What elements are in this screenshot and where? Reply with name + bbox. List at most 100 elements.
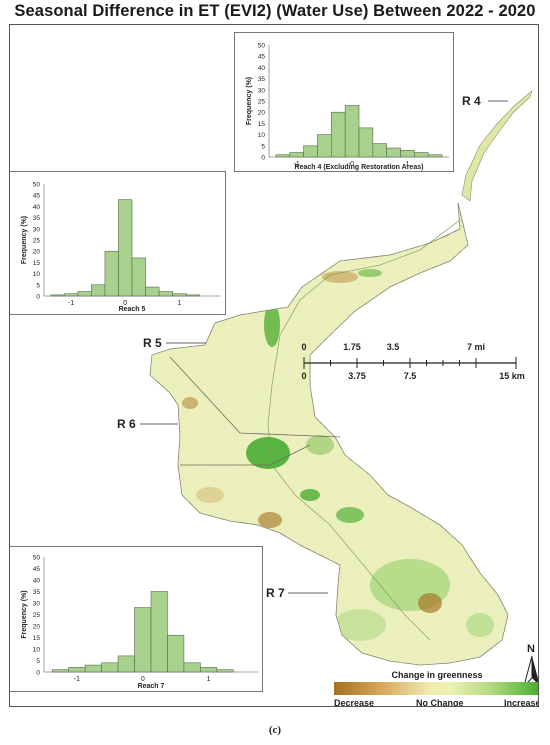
hist-r7-bar-6 <box>150 591 168 673</box>
hist-r7-bar-7 <box>167 634 185 673</box>
hist-r4-x-tick-0: -1 <box>294 161 300 168</box>
hist-r5-bar-0 <box>50 294 65 297</box>
hist-r7-bar-8 <box>183 662 201 673</box>
hist-r5-bar-6 <box>131 257 146 297</box>
scale-mi-3: 7 mi <box>466 342 486 352</box>
hist-r4-bar-4 <box>331 111 346 158</box>
scale-bar: 0 1.75 3.5 7 mi 0 3.75 7.5 15 km <box>300 333 530 393</box>
hist-r4-y-tick-2: 10 <box>258 132 266 139</box>
hist-r5-y-tick-5: 25 <box>33 238 41 245</box>
reach-leader-lines <box>140 100 508 594</box>
hist-r4-bar-9 <box>400 149 415 158</box>
legend-high-label: Increase <box>504 698 539 707</box>
hist-r7-bar-0 <box>51 669 69 673</box>
hist-r7-bar-9 <box>200 667 218 673</box>
scale-mi-2: 3.5 <box>386 342 400 352</box>
hist-r4-x-tick-2: 1 <box>406 161 410 168</box>
hist-r4-bar-1 <box>289 152 304 158</box>
hist-r4-y-tick-7: 35 <box>258 76 266 83</box>
hist-r4-y-tick-10: 50 <box>258 43 266 50</box>
hist-r5-bar-2 <box>77 291 92 297</box>
hist-r5-x-tick-0: -1 <box>68 300 74 307</box>
histogram-reach-7-svg: 0 5 10 15 20 25 30 35 40 45 50 Frequency (%) -1 0 1 Rea… <box>21 555 258 690</box>
hist-r7-y-tick-0: 0 <box>36 670 40 677</box>
hist-r5-bar-9 <box>172 293 187 297</box>
hist-r4-y-tick-1: 5 <box>261 143 265 150</box>
hist-r4-bar-2 <box>303 145 318 158</box>
hist-r7-y-label: Frequency (%) <box>21 590 28 638</box>
hist-r7-x-tick-0: -1 <box>74 676 80 683</box>
hist-r4-bar-3 <box>317 134 332 158</box>
scale-km-2: 7.5 <box>403 371 417 381</box>
hist-r4-bar-11 <box>427 154 443 158</box>
hist-r4-y-tick-4: 20 <box>258 110 266 117</box>
legend-low-label: Decrease <box>334 698 375 707</box>
hist-r5-bar-10 <box>185 294 200 297</box>
hist-r7-bar-4 <box>117 655 135 673</box>
hist-r5-x-tick-2: 1 <box>177 300 181 307</box>
hist-r7-bar-1 <box>68 667 86 673</box>
hist-r4-y-label: Frequency (%) <box>246 77 253 125</box>
hist-r5-bar-1 <box>64 293 79 297</box>
hist-r5-y-tick-7: 35 <box>33 215 41 222</box>
reach-label-r4: R 4 <box>462 94 481 108</box>
reach-label-r7: R 7 <box>266 586 285 600</box>
hist-r5-bar-7 <box>145 286 160 297</box>
hist-r5-y-label: Frequency (%) <box>21 216 28 264</box>
hist-r5-y-tick-10: 50 <box>33 182 41 189</box>
hist-r4-x-tick-1: 0 <box>350 161 354 168</box>
hist-r7-y-tick-8: 40 <box>33 578 41 585</box>
hist-r4-y-tick-8: 40 <box>258 65 266 72</box>
histogram-reach-4-svg: 0 5 10 15 20 25 30 35 40 45 50 Frequency (%) -1 0 1Rea… <box>246 43 449 171</box>
hist-r5-bar-8 <box>158 291 173 297</box>
figure-caption: (c) <box>268 724 282 736</box>
scale-km-3: 15 km <box>499 371 525 381</box>
hist-r5-bar-4 <box>104 250 119 297</box>
hist-r7-y-tick-7: 35 <box>33 589 41 596</box>
hist-r7-y-tick-5: 25 <box>33 612 41 619</box>
hist-r5-bar-5 <box>118 199 133 297</box>
hist-r7-y-tick-4: 20 <box>33 624 41 631</box>
hist-r4-y-tick-0: 0 <box>261 155 265 162</box>
scale-mi-0: 0 <box>301 342 307 352</box>
histogram-reach-4: 0 5 10 15 20 25 30 35 40 45 50 Frequency (%) -1 0 1 Rea… <box>234 32 454 172</box>
hist-r7-y-tick-6: 30 <box>33 601 41 608</box>
hist-r7-y-tick-10: 50 <box>33 555 41 562</box>
hist-r7-bar-10 <box>216 669 234 673</box>
reach-label-r6: R 6 <box>117 417 136 431</box>
histogram-reach-7: 0 5 10 15 20 25 30 35 40 45 50 Frequency (%) -1 0 1 Rea… <box>10 546 263 692</box>
reach-label-r5: R 5 <box>143 336 162 350</box>
hist-r7-y-tick-3: 15 <box>33 635 41 642</box>
legend-color-ramp <box>334 682 538 695</box>
reach-boundaries <box>169 356 341 466</box>
hist-r7-x-tick-2: 1 <box>207 676 211 683</box>
reach-4-channel <box>461 90 533 202</box>
hist-r7-y-tick-2: 10 <box>33 647 41 654</box>
legend-title: Change in greenness <box>391 670 483 680</box>
map-frame: 0 5 10 15 20 25 30 35 40 45 50 Frequency (%) -1 0 1 Rea… <box>9 24 539 707</box>
river-line <box>267 219 461 641</box>
hist-r5-bar-3 <box>91 284 106 297</box>
greenness-patches <box>182 228 494 641</box>
scale-km-0: 0 <box>301 371 307 381</box>
hist-r5-y-tick-3: 15 <box>33 260 41 267</box>
hist-r4-y-tick-3: 15 <box>258 121 266 128</box>
hist-r7-bar-3 <box>101 662 119 673</box>
hist-r5-x-tick-1: 0 <box>123 300 127 307</box>
hist-r4-bar-0 <box>275 154 291 158</box>
hist-r7-y-tick-9: 45 <box>33 566 41 573</box>
scale-km-1: 3.75 <box>348 371 366 381</box>
hist-r4-bar-8 <box>386 147 401 158</box>
hist-r4-bar-7 <box>372 143 387 158</box>
legend-mid-label: No Change <box>416 698 464 707</box>
hist-r4-bar-5 <box>344 105 360 158</box>
scale-bar-graphic <box>303 357 517 369</box>
hist-r7-bar-2 <box>84 664 102 673</box>
hist-r5-y-tick-0: 0 <box>36 294 40 301</box>
histogram-reach-5: 0 5 10 15 20 25 30 35 40 45 50 Frequency (%) -1 0 1 Rea… <box>10 171 226 315</box>
north-label: N <box>527 643 535 655</box>
map-title: Seasonal Difference in ET (EVI2) (Water … <box>14 2 536 20</box>
hist-r4-y-tick-9: 45 <box>258 54 266 61</box>
hist-r4-x-label: Reach 4 (Excluding Restoration Areas) <box>295 164 424 171</box>
hist-r4-y-tick-6: 30 <box>258 87 266 94</box>
